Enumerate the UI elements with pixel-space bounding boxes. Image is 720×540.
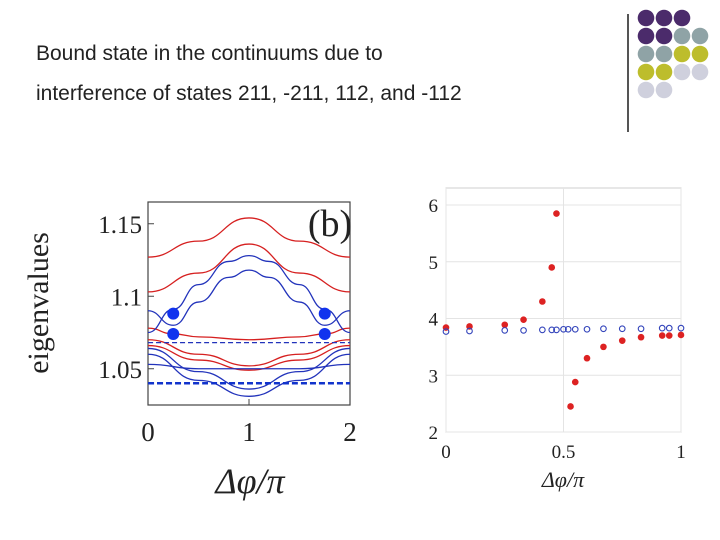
data-point-red: [567, 403, 574, 410]
bic-marker: [167, 327, 180, 340]
title-divider: [627, 14, 629, 132]
data-point-red: [637, 333, 645, 341]
data-point-blue: [658, 324, 666, 332]
y-tick-label: 5: [429, 253, 439, 274]
decor-dot: [637, 81, 655, 99]
decor-dot: [655, 27, 673, 45]
decor-dot: [655, 9, 673, 27]
band-curve-blue-band-4: [147, 347, 351, 390]
decor-dot: [673, 9, 691, 27]
band-curve-red-band-5: [147, 344, 351, 371]
decor-dot: [637, 63, 655, 81]
y-tick-label: 1.05: [98, 357, 142, 384]
data-point-red: [501, 321, 509, 329]
decor-dot: [637, 45, 655, 63]
data-point-red: [548, 264, 556, 271]
decor-dot: [655, 45, 673, 63]
decor-dot: [673, 63, 691, 81]
decor-dot: [655, 81, 673, 99]
x-tick-label: 0: [141, 417, 155, 447]
data-point-red: [658, 332, 666, 339]
data-point-blue: [677, 324, 685, 332]
decor-dot: [637, 27, 655, 45]
data-point-blue: [637, 325, 645, 333]
band-curve-blue-band-1: [147, 254, 351, 334]
title-line-1: Bound state in the continuums due to: [36, 42, 383, 65]
x-tick-label: 1: [242, 417, 256, 447]
x-axis-label: Δφ/π: [541, 467, 585, 492]
data-point-blue: [560, 325, 567, 333]
y-tick-label: 6: [429, 196, 439, 217]
band-curve-red-band-4: [147, 339, 351, 367]
data-point-blue: [501, 327, 509, 334]
x-tick-label: 0.5: [552, 442, 576, 463]
bic-marker: [318, 327, 331, 340]
decor-dot: [655, 63, 673, 81]
y-tick-label: 1.1: [111, 284, 142, 311]
band-curve-blue-band-5: [147, 353, 351, 397]
data-point-red: [677, 331, 685, 339]
data-point-red: [618, 337, 626, 344]
x-tick-label: 2: [343, 417, 357, 447]
title-line-2: interference of states 211, -211, 112, a…: [36, 82, 462, 105]
bic-marker: [318, 307, 331, 320]
data-point-red: [520, 316, 527, 323]
x-tick-label: 0: [441, 442, 451, 463]
data-point-blue: [538, 326, 546, 334]
data-point-red: [600, 343, 607, 351]
panel-label: (b): [308, 203, 352, 245]
y-tick-label: 4: [429, 310, 439, 331]
y-tick-label: 1.15: [98, 212, 142, 239]
data-point-blue: [665, 324, 673, 332]
data-point-blue: [583, 325, 591, 333]
decor-dot: [637, 9, 655, 27]
bic-marker: [167, 307, 180, 320]
data-point-blue: [548, 326, 556, 334]
data-point-blue: [520, 327, 527, 334]
data-point-blue: [564, 325, 572, 333]
band-curve-blue-band-3: [147, 363, 351, 370]
decor-dot: [691, 63, 709, 81]
data-point-blue: [466, 327, 473, 335]
band-curve-red-band-1: [147, 217, 351, 258]
data-point-red: [539, 298, 546, 305]
decor-dot: [691, 27, 709, 45]
data-point-red: [571, 378, 579, 386]
data-point-blue: [618, 325, 626, 333]
data-point-blue: [442, 328, 450, 335]
data-point-blue: [600, 325, 607, 333]
x-tick-label: 1: [676, 442, 686, 463]
data-point-blue: [553, 326, 560, 334]
data-point-red: [583, 354, 591, 362]
data-point-blue: [571, 325, 579, 333]
decor-dot: [691, 45, 709, 63]
x-axis-label: Δφ/π: [213, 461, 285, 501]
y-tick-label: 2: [429, 423, 439, 444]
decor-dot: [673, 27, 691, 45]
decor-dot: [673, 45, 691, 63]
band-curve-red-band-2: [147, 243, 351, 293]
y-tick-label: 3: [429, 366, 439, 387]
band-curve-blue-band-2: [147, 269, 351, 326]
slide-title: Bound state in the continuums due to int…: [36, 34, 626, 114]
y-axis-label: eigenvalues: [22, 232, 55, 374]
data-point-red: [553, 210, 560, 217]
data-point-red: [665, 332, 673, 339]
